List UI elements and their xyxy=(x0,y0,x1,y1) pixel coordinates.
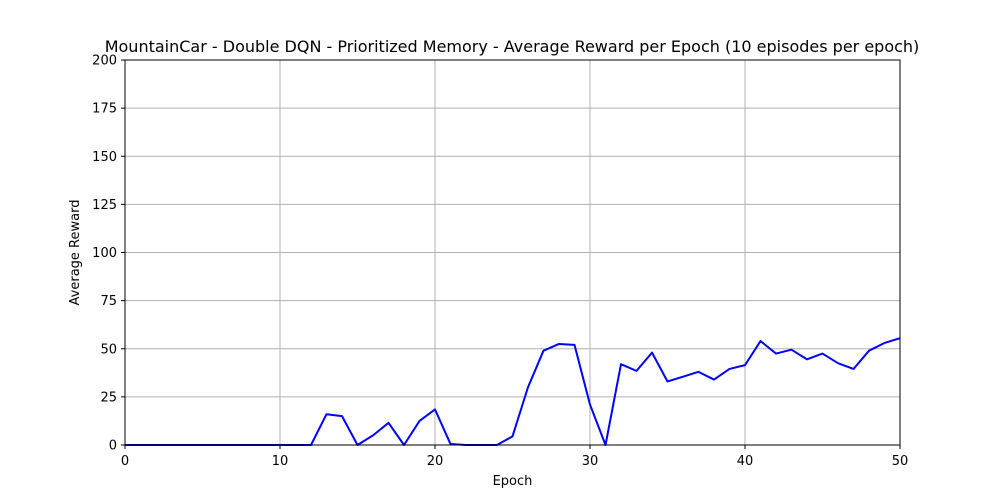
x-tick-label: 30 xyxy=(582,454,599,469)
x-tick-label: 0 xyxy=(121,454,129,469)
y-tick-label: 75 xyxy=(100,294,117,309)
series-layer xyxy=(125,337,901,446)
axis-ticks: 0 10 20 30 40 50 0 25 50 75 100 125 150 175 200 xyxy=(92,54,908,470)
y-tick-label: 175 xyxy=(92,102,117,117)
x-tick-label: 40 xyxy=(737,454,754,469)
series-line-0 xyxy=(125,337,901,446)
y-axis-label: Average Reward xyxy=(68,200,83,306)
x-tick-label: 10 xyxy=(272,454,289,469)
y-tick-label: 50 xyxy=(100,342,117,357)
y-tick-label: 125 xyxy=(92,198,117,213)
x-tick-label: 50 xyxy=(892,454,909,469)
grid-lines xyxy=(124,59,901,446)
x-axis-label: Epoch xyxy=(493,474,533,489)
y-tick-label: 150 xyxy=(92,150,117,165)
y-tick-label: 200 xyxy=(92,54,117,69)
x-tick-label: 20 xyxy=(427,454,444,469)
y-tick-label: 0 xyxy=(109,439,117,454)
y-tick-label: 25 xyxy=(100,390,117,405)
chart-title: MountainCar - Double DQN - Prioritized M… xyxy=(105,37,920,56)
y-tick-label: 100 xyxy=(92,246,117,261)
